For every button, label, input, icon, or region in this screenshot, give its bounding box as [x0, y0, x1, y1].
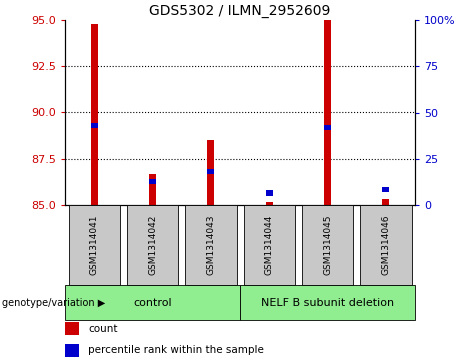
Bar [324, 20, 331, 205]
Bar [91, 24, 98, 205]
Bar [65, 322, 79, 335]
Text: NELF B subunit deletion: NELF B subunit deletion [261, 298, 394, 307]
Text: genotype/variation ▶: genotype/variation ▶ [2, 298, 105, 307]
FancyBboxPatch shape [65, 285, 240, 320]
Text: GSM1314043: GSM1314043 [207, 215, 215, 275]
Text: GSM1314041: GSM1314041 [90, 215, 99, 275]
FancyBboxPatch shape [302, 205, 353, 285]
Text: GSM1314046: GSM1314046 [381, 215, 390, 275]
FancyBboxPatch shape [69, 205, 120, 285]
Bar [382, 187, 390, 192]
Text: percentile rank within the sample: percentile rank within the sample [88, 346, 264, 355]
Bar [207, 169, 214, 174]
Bar [382, 199, 390, 205]
Text: count: count [88, 324, 118, 334]
Title: GDS5302 / ILMN_2952609: GDS5302 / ILMN_2952609 [149, 4, 331, 17]
Bar [65, 344, 79, 357]
Bar [266, 190, 272, 196]
Bar [266, 202, 272, 205]
Bar [149, 174, 156, 205]
Text: control: control [133, 298, 172, 307]
Text: GSM1314044: GSM1314044 [265, 215, 274, 275]
FancyBboxPatch shape [127, 205, 178, 285]
Bar [207, 140, 214, 205]
FancyBboxPatch shape [360, 205, 412, 285]
FancyBboxPatch shape [243, 205, 295, 285]
FancyBboxPatch shape [240, 285, 415, 320]
Bar [91, 123, 98, 128]
Text: GSM1314042: GSM1314042 [148, 215, 157, 275]
Text: GSM1314045: GSM1314045 [323, 215, 332, 275]
Bar [324, 125, 331, 130]
FancyBboxPatch shape [185, 205, 236, 285]
Bar [149, 179, 156, 184]
